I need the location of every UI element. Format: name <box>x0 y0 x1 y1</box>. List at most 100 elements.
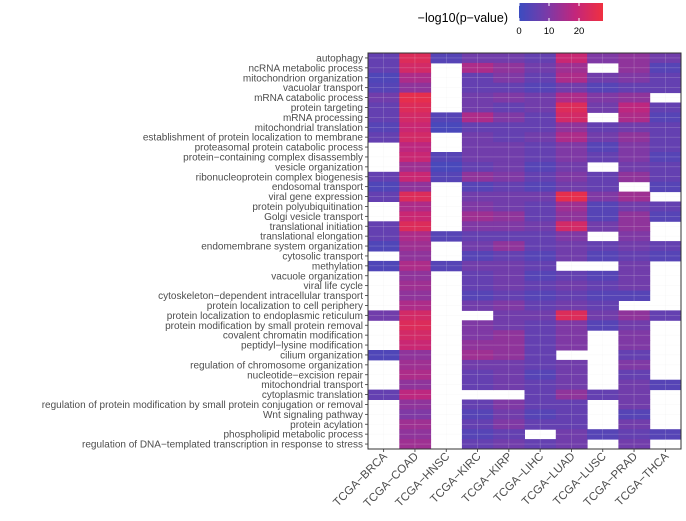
heatmap-cell <box>430 53 463 64</box>
heatmap-cell <box>399 191 432 202</box>
row-label: endosomal transport <box>272 182 363 193</box>
heatmap-cell <box>618 260 651 272</box>
heatmap-cell <box>493 142 525 153</box>
heatmap-cell <box>524 300 557 311</box>
heatmap-cell <box>555 359 588 371</box>
heatmap-cell <box>587 82 619 94</box>
heatmap-cell <box>555 191 588 202</box>
heatmap-cell <box>430 231 463 242</box>
heatmap-cell <box>461 290 494 301</box>
heatmap-cell <box>493 379 525 391</box>
heatmap-cell <box>399 241 432 252</box>
heatmap-cell <box>368 389 400 400</box>
row-label: mitochondrion organization <box>243 73 363 84</box>
heatmap-cell <box>587 201 619 212</box>
heatmap-cell <box>555 310 588 321</box>
heatmap-cell <box>461 102 494 113</box>
heatmap-cell <box>430 171 463 183</box>
row-label: regulation of protein modification by sm… <box>42 400 363 411</box>
heatmap-cell <box>524 350 557 361</box>
heatmap-cell <box>587 241 619 252</box>
heatmap-cell <box>555 181 588 193</box>
row-label: protein−containing complex disassembly <box>183 152 363 163</box>
row-label: mitochondrial translation <box>255 123 363 134</box>
heatmap-cell <box>649 379 682 391</box>
heatmap-cell <box>618 92 651 103</box>
heatmap-cell <box>368 112 400 123</box>
heatmap-cell <box>618 330 651 341</box>
heatmap-cell <box>524 389 557 400</box>
heatmap-cell <box>493 102 525 113</box>
heatmap-cell <box>618 161 651 173</box>
row-label: peptidyl−lysine modification <box>241 341 363 352</box>
heatmap-cell <box>555 201 588 212</box>
heatmap-cell <box>524 53 557 64</box>
heatmap-cell <box>461 251 494 262</box>
heatmap-cell <box>587 320 619 331</box>
heatmap-cell <box>587 132 619 143</box>
heatmap-cell <box>461 419 494 430</box>
heatmap-cell <box>618 419 651 430</box>
heatmap-cell <box>618 231 651 242</box>
heatmap-cell <box>493 320 525 331</box>
heatmap-cell <box>461 409 494 420</box>
heatmap-cell <box>524 122 557 133</box>
row-label: mitochondrial transport <box>261 380 363 391</box>
heatmap-cell <box>649 112 682 123</box>
heatmap-cell <box>618 310 651 321</box>
heatmap-cell <box>649 429 682 440</box>
heatmap-cell <box>618 399 651 410</box>
row-label: cytoskeleton−dependent intracellular tra… <box>158 291 363 302</box>
heatmap-cell <box>618 211 651 222</box>
heatmap-cell <box>368 350 400 361</box>
heatmap-cell <box>493 62 525 74</box>
heatmap-cell <box>555 320 588 331</box>
heatmap-cell <box>368 82 400 94</box>
heatmap-cell <box>399 181 432 193</box>
heatmap-cell <box>461 439 494 450</box>
heatmap-cell <box>399 142 432 153</box>
heatmap-cell <box>555 399 588 410</box>
heatmap-cell <box>368 221 400 232</box>
heatmap-cell <box>524 171 557 183</box>
heatmap-cell <box>368 102 400 113</box>
heatmap-cell <box>618 290 651 301</box>
row-label: Golgi vesicle transport <box>264 212 363 223</box>
heatmap-cell <box>461 191 494 202</box>
heatmap-cell <box>618 152 651 163</box>
heatmap-cell <box>587 191 619 202</box>
heatmap-cell <box>399 290 432 301</box>
heatmap-cell <box>618 350 651 361</box>
heatmap-cell <box>555 211 588 222</box>
heatmap-cell <box>461 340 494 351</box>
heatmap-cell <box>493 409 525 420</box>
heatmap-cell <box>493 369 525 381</box>
heatmap-cell <box>493 290 525 301</box>
heatmap-cell <box>587 92 619 103</box>
heatmap-cell <box>587 270 619 282</box>
heatmap-cell <box>368 181 400 193</box>
heatmap-cell <box>524 320 557 331</box>
heatmap-cell <box>555 122 588 133</box>
row-label: mRNA processing <box>283 113 363 124</box>
heatmap-cell <box>524 152 557 163</box>
heatmap-cell <box>524 181 557 193</box>
heatmap-cell <box>555 270 588 282</box>
heatmap-cell <box>493 82 525 94</box>
heatmap-cell <box>493 429 525 440</box>
heatmap-cell <box>461 221 494 232</box>
heatmap-cell <box>399 72 432 84</box>
heatmap-cell <box>555 439 588 450</box>
heatmap-cell <box>587 429 619 440</box>
heatmap-cell <box>461 330 494 341</box>
heatmap-cell <box>555 340 588 351</box>
heatmap-cell <box>555 171 588 183</box>
heatmap-cell <box>493 340 525 351</box>
row-label: protein localization to endoplasmic reti… <box>167 311 363 322</box>
heatmap-cell <box>618 171 651 183</box>
heatmap-cell <box>493 53 525 64</box>
heatmap-cell <box>524 62 557 74</box>
heatmap-cell <box>555 419 588 430</box>
heatmap-cell <box>555 142 588 153</box>
heatmap-cell <box>555 280 588 292</box>
